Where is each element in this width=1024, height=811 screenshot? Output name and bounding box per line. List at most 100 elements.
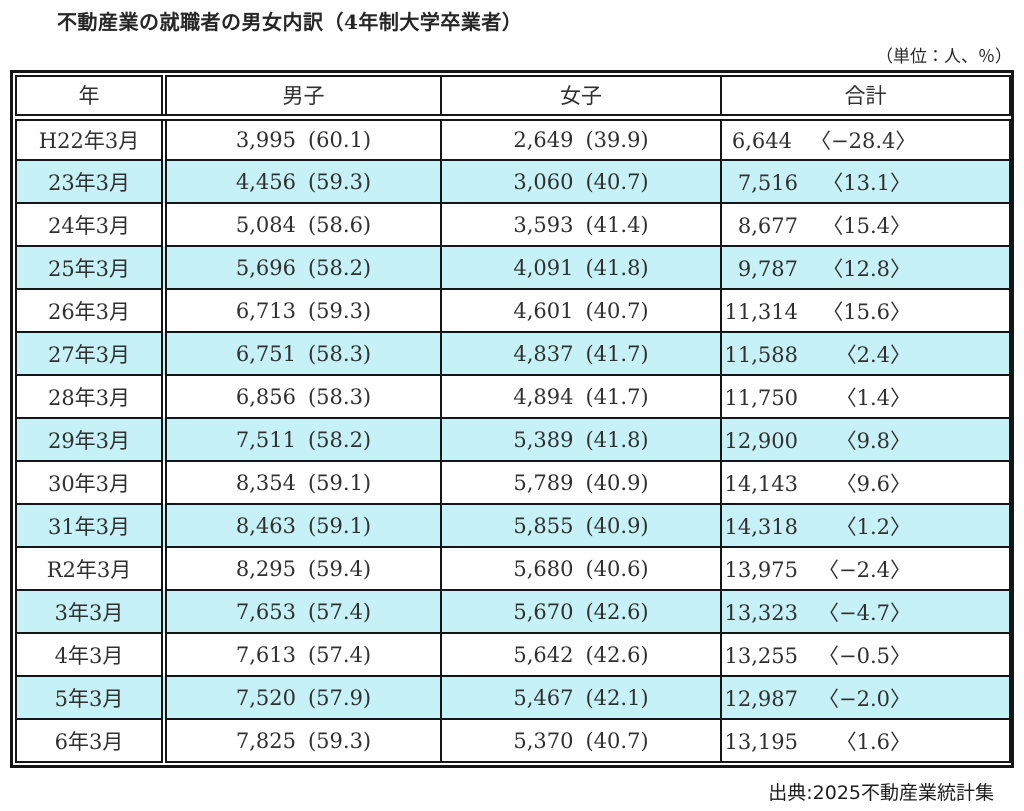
total-cell: 13,255 〈−0.5〉 — [720, 632, 1011, 677]
total-cell: 14,318 〈1.2〉 — [720, 503, 1011, 548]
female-cell-count: 5,680 — [513, 556, 574, 581]
female-cell-count: 5,789 — [513, 470, 574, 495]
male-cell-percent: (58.3) — [307, 384, 372, 409]
year-cell: 4年3月 — [15, 632, 167, 677]
table-row: 4年3月 7,613 (57.4) 5,642 (42.6) 13,255 〈−0.5〉 — [15, 632, 1011, 677]
total-count: 9,787 — [737, 256, 798, 281]
total-cell: 12,987 〈−2.0〉 — [720, 675, 1011, 720]
female-cell-percent: (40.6) — [585, 556, 649, 581]
male-cell-percent: (57.4) — [307, 642, 372, 667]
female-cell: 5,467 (42.1) — [440, 675, 722, 720]
female-cell: 2,649 (39.9) — [440, 116, 722, 161]
table-row: 6年3月 7,825 (59.3) 5,370 (40.7) 13,195 〈1.6〉 — [15, 718, 1011, 763]
total-cell-content: 12,900 〈9.8〉 — [722, 425, 1009, 455]
female-cell-count: 4,837 — [513, 341, 574, 366]
female-cell-count: 4,601 — [513, 298, 574, 323]
year-cell: 5年3月 — [15, 675, 167, 720]
female-cell-content: 5,370 (40.7) — [442, 729, 720, 753]
female-cell: 5,680 (40.6) — [440, 546, 722, 591]
total-cell-content: 13,195 〈1.6〉 — [722, 726, 1009, 756]
male-cell: 4,456 (59.3) — [163, 159, 442, 204]
male-cell-count: 5,084 — [235, 212, 296, 237]
female-cell-content: 4,601 (40.7) — [442, 299, 720, 323]
total-change-rate: 〈−4.7〉 — [818, 600, 911, 625]
total-count: 6,644 — [731, 128, 792, 153]
total-count: 13,255 — [724, 643, 798, 668]
male-cell-count: 7,825 — [235, 728, 296, 753]
employment-table: 年 男子 女子 合計 H22年3月 3,995 (60.1) 2,649 (39.9) 6… — [15, 75, 1011, 763]
male-cell-count: 6,856 — [235, 384, 296, 409]
total-count: 12,987 — [724, 686, 798, 711]
total-change-rate: 〈13.1〉 — [822, 170, 911, 195]
table-header: 年 男子 女子 合計 — [15, 75, 1011, 121]
female-cell-percent: (42.1) — [585, 685, 649, 710]
year-cell: 31年3月 — [15, 503, 167, 548]
year-cell: 28年3月 — [15, 374, 167, 419]
total-change-rate: 〈1.4〉 — [835, 385, 911, 410]
total-cell-content: 11,588 〈2.4〉 — [722, 339, 1009, 369]
male-cell-count: 8,354 — [235, 470, 296, 495]
unit-note: （単位：人、％） — [876, 47, 1012, 67]
total-cell: 13,195 〈1.6〉 — [720, 718, 1011, 763]
male-cell-percent: (58.3) — [307, 341, 372, 366]
female-cell-content: 3,060 (40.7) — [442, 170, 720, 194]
female-cell-count: 3,060 — [513, 169, 574, 194]
female-cell-content: 5,680 (40.6) — [442, 557, 720, 581]
female-cell-count: 5,642 — [513, 642, 574, 667]
male-cell-content: 6,713 (59.3) — [167, 299, 440, 323]
male-cell: 7,613 (57.4) — [163, 632, 442, 677]
male-cell-content: 7,825 (59.3) — [167, 729, 440, 753]
male-cell-percent: (59.3) — [307, 169, 372, 194]
male-cell: 8,295 (59.4) — [163, 546, 442, 591]
total-change-rate: 〈−2.0〉 — [818, 686, 911, 711]
female-cell-content: 4,894 (41.7) — [442, 385, 720, 409]
male-cell-count: 7,613 — [235, 642, 296, 667]
total-cell: 9,787 〈12.8〉 — [720, 245, 1011, 290]
male-cell-percent: (58.2) — [307, 427, 372, 452]
female-cell-content: 4,837 (41.7) — [442, 342, 720, 366]
total-cell: 11,750 〈1.4〉 — [720, 374, 1011, 419]
male-cell: 6,713 (59.3) — [163, 288, 442, 333]
total-cell: 6,644 〈−28.4〉 — [720, 116, 1011, 161]
total-change-rate: 〈9.6〉 — [835, 471, 911, 496]
total-count: 13,323 — [724, 600, 798, 625]
table-row: 23年3月 4,456 (59.3) 3,060 (40.7) 7,516 〈13.1〉 — [15, 159, 1011, 204]
female-cell-content: 5,670 (42.6) — [442, 600, 720, 624]
female-cell-count: 5,467 — [513, 685, 574, 710]
male-cell: 7,511 (58.2) — [163, 417, 442, 462]
year-cell: R2年3月 — [15, 546, 167, 591]
male-cell-content: 7,511 (58.2) — [167, 428, 440, 452]
male-cell: 8,463 (59.1) — [163, 503, 442, 548]
female-cell-count: 5,389 — [513, 427, 574, 452]
total-cell-content: 11,314 〈15.6〉 — [722, 296, 1009, 326]
female-cell-percent: (40.9) — [585, 513, 649, 538]
total-change-rate: 〈15.4〉 — [822, 213, 911, 238]
female-cell-percent: (42.6) — [585, 642, 649, 667]
total-count: 14,318 — [724, 514, 798, 539]
male-cell-content: 5,084 (58.6) — [167, 213, 440, 237]
total-cell: 8,677 〈15.4〉 — [720, 202, 1011, 247]
male-cell-percent: (57.4) — [307, 599, 372, 624]
year-cell: 25年3月 — [15, 245, 167, 290]
female-cell-content: 5,467 (42.1) — [442, 686, 720, 710]
male-cell-percent: (59.1) — [307, 470, 372, 495]
female-cell-percent: (41.8) — [585, 255, 649, 280]
male-cell: 8,354 (59.1) — [163, 460, 442, 505]
female-cell-percent: (39.9) — [585, 127, 649, 152]
female-cell-percent: (41.8) — [585, 427, 649, 452]
total-count: 14,143 — [724, 471, 798, 496]
total-cell: 12,900 〈9.8〉 — [720, 417, 1011, 462]
female-cell-percent: (41.4) — [585, 212, 649, 237]
year-cell: 3年3月 — [15, 589, 167, 634]
female-cell: 5,370 (40.7) — [440, 718, 722, 763]
female-cell-content: 2,649 (39.9) — [442, 128, 720, 152]
male-cell-percent: (58.2) — [307, 255, 372, 280]
male-cell-content: 6,751 (58.3) — [167, 342, 440, 366]
male-cell: 5,084 (58.6) — [163, 202, 442, 247]
table-row: 30年3月 8,354 (59.1) 5,789 (40.9) 14,143 〈9.6〉 — [15, 460, 1011, 505]
year-cell: 6年3月 — [15, 718, 167, 763]
table-row: 26年3月 6,713 (59.3) 4,601 (40.7) 11,314 〈15.6〉 — [15, 288, 1011, 333]
male-cell: 7,825 (59.3) — [163, 718, 442, 763]
year-cell: H22年3月 — [15, 116, 167, 161]
male-cell-content: 6,856 (58.3) — [167, 385, 440, 409]
